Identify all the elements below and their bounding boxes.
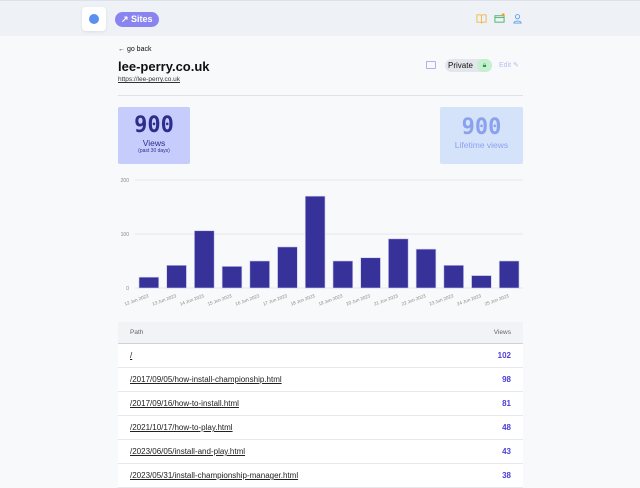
paths-table: Path Views / 102/2017/09/05/how-install-c… [118, 322, 523, 488]
x-tick-label: 15 Jun 2023 [207, 293, 233, 306]
top-navbar: ↗ Sites [0, 0, 640, 36]
path-link[interactable]: /2023/06/05/install-and-play.html [130, 447, 246, 456]
divider [118, 95, 523, 96]
bar[interactable] [194, 230, 215, 289]
views-sublabel: (past 30 days) [138, 148, 170, 154]
views-count: 38 [502, 471, 511, 480]
table-row: /2023/06/05/install-and-play.html 43 [118, 440, 523, 464]
views-count: 98 [502, 375, 511, 384]
bar[interactable] [360, 257, 381, 289]
bar[interactable] [249, 260, 270, 289]
views-30-days-card: 900 Views (past 30 days) [118, 107, 190, 164]
x-tick-label: 25 Jun 2023 [484, 293, 510, 306]
lifetime-views-label: Lifetime views [454, 140, 509, 150]
x-tick-label: 20 Jun 2023 [345, 293, 371, 306]
views-label: Views [142, 138, 166, 148]
x-tick-label: 21 Jun 2023 [373, 293, 399, 306]
bar[interactable] [277, 246, 298, 289]
path-column-header: Path [130, 329, 144, 336]
bar[interactable] [138, 276, 160, 289]
x-tick-label: 17 Jun 2023 [262, 293, 288, 306]
bar[interactable] [415, 248, 437, 289]
path-link[interactable]: /2017/09/16/how-to-install.html [130, 399, 239, 408]
x-tick-label: 22 Jun 2023 [401, 293, 427, 306]
go-back-link[interactable]: ← go back [118, 46, 152, 53]
trend-icon: ↗ [121, 14, 132, 24]
table-row: /2017/09/16/how-to-install.html 81 [118, 392, 523, 416]
site-url-link[interactable]: https://lee-perry.co.uk [118, 76, 181, 83]
table-row: / 102 [118, 344, 523, 368]
x-tick-label: 14 Jun 2023 [179, 293, 205, 306]
x-tick-label: 19 Jun 2023 [318, 293, 344, 306]
bar[interactable] [443, 265, 464, 289]
lifetime-views-value: 900 [461, 115, 502, 140]
path-link[interactable]: /2023/05/31/install-championship-manager… [130, 471, 299, 480]
x-tick-label: 18 Jun 2023 [290, 293, 316, 306]
views-count: 102 [497, 351, 511, 360]
y-tick-label: 100 [121, 232, 130, 238]
x-tick-label: 23 Jun 2023 [429, 293, 455, 306]
x-tick-label: 24 Jun 2023 [456, 293, 482, 306]
book-icon[interactable] [476, 13, 487, 24]
x-tick-label: 13 Jun 2023 [151, 293, 177, 306]
y-tick-label: 200 [121, 178, 130, 184]
views-bar-chart: 0 100 200 12 Jun 2023 13 Jun 2023 14 Jun 2023… [121, 178, 523, 307]
path-link[interactable]: / [130, 351, 133, 360]
views-count: 48 [502, 423, 511, 432]
bar[interactable] [332, 260, 354, 289]
bar[interactable] [471, 275, 492, 289]
logo[interactable] [82, 7, 106, 31]
edit-button[interactable]: Edit ✎ [499, 62, 519, 69]
table-row: /2023/05/31/install-championship-manager… [118, 464, 523, 488]
bar[interactable] [304, 195, 326, 289]
table-header: Path Views [118, 322, 523, 344]
billing-icon[interactable] [494, 13, 505, 24]
user-icon[interactable] [512, 13, 523, 24]
views-value: 900 [134, 113, 174, 138]
private-toggle[interactable]: Private 🔒︎ [445, 59, 492, 72]
site-title: lee-perry.co.uk [118, 59, 210, 74]
mail-icon[interactable] [426, 61, 436, 69]
table-row: /2021/10/17/how-to-play.html 48 [118, 416, 523, 440]
x-tick-label: 12 Jun 2023 [124, 293, 150, 306]
path-link[interactable]: /2017/09/05/how-install-championship.htm… [130, 375, 282, 384]
sites-button[interactable]: ↗ Sites [115, 12, 159, 27]
bar[interactable] [166, 265, 187, 289]
pencil-icon: ✎ [513, 62, 519, 69]
table-row: /2017/09/05/how-install-championship.htm… [118, 368, 523, 392]
lock-icon: 🔒︎ [477, 59, 492, 72]
views-count: 81 [502, 399, 511, 408]
bar[interactable] [221, 266, 243, 289]
lifetime-views-card[interactable]: 900 Lifetime views [440, 107, 523, 164]
views-column-header: Views [493, 329, 511, 336]
views-count: 43 [502, 447, 511, 456]
bar[interactable] [498, 260, 520, 289]
bar[interactable] [388, 238, 409, 289]
x-tick-label: 16 Jun 2023 [235, 293, 261, 306]
path-link[interactable]: /2021/10/17/how-to-play.html [130, 423, 233, 432]
y-tick-label: 0 [126, 286, 129, 292]
